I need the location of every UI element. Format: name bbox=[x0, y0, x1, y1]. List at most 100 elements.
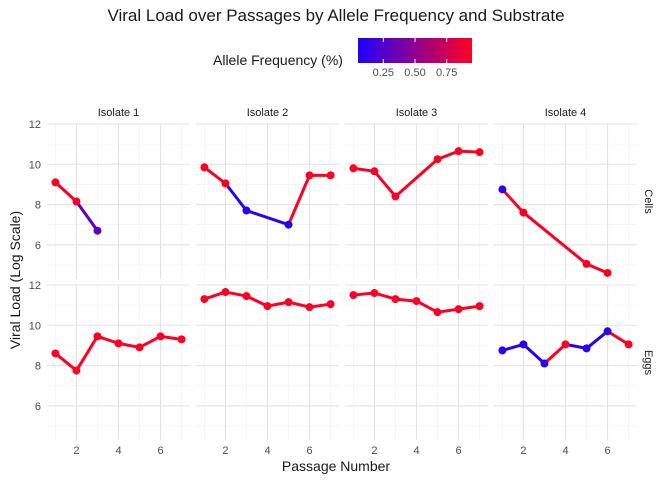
series-isolate-2-cells bbox=[200, 163, 335, 229]
data-point bbox=[284, 220, 293, 229]
data-point bbox=[519, 208, 528, 217]
facet-panels: Isolate 1 Isolate 2 Isolate 3 Isolate 4 Cell… bbox=[29, 107, 654, 457]
data-point bbox=[242, 206, 251, 215]
series-line-segment bbox=[74, 334, 99, 373]
legend-tick-label: 0.50 bbox=[404, 67, 425, 79]
series-isolate-3-eggs bbox=[349, 289, 484, 317]
data-point bbox=[305, 171, 314, 180]
x-tick-label: 6 bbox=[455, 445, 461, 457]
facet-panel: 6 8 10 12 bbox=[29, 119, 190, 279]
data-point bbox=[221, 288, 230, 297]
series-isolate-2-eggs bbox=[200, 288, 335, 312]
data-point bbox=[624, 340, 633, 349]
x-tick-label: 6 bbox=[604, 445, 610, 457]
series-isolate-4-eggs bbox=[498, 327, 633, 368]
y-tick-label: 6 bbox=[35, 240, 41, 252]
x-tick-label: 4 bbox=[562, 445, 568, 457]
series-line-segment bbox=[500, 187, 525, 215]
facet-strip-label: Isolate 3 bbox=[396, 107, 438, 119]
data-point bbox=[156, 332, 165, 341]
x-tick-label: 6 bbox=[157, 445, 163, 457]
data-point bbox=[433, 308, 442, 317]
data-point bbox=[263, 302, 272, 311]
facet-strip-label: Isolate 2 bbox=[247, 107, 289, 119]
facet-row-label: Eggs bbox=[642, 350, 654, 376]
data-point bbox=[51, 349, 60, 358]
series-line-segment bbox=[585, 329, 610, 350]
data-point bbox=[349, 291, 358, 300]
data-point bbox=[177, 335, 186, 344]
facet-panel bbox=[494, 123, 637, 279]
data-point bbox=[475, 148, 484, 157]
legend-title: Allele Frequency (%) bbox=[213, 52, 343, 68]
data-point bbox=[305, 303, 314, 312]
x-axis-label: Passage Number bbox=[281, 458, 391, 474]
data-point bbox=[284, 298, 293, 307]
data-point bbox=[475, 302, 484, 311]
data-point bbox=[391, 295, 400, 304]
series-isolate-4-cells bbox=[498, 185, 612, 277]
x-tick-label: 2 bbox=[73, 445, 79, 457]
y-tick-label: 8 bbox=[35, 361, 41, 373]
facet-row-label: Cells bbox=[642, 189, 654, 214]
data-point bbox=[561, 340, 570, 349]
series-line-segment bbox=[521, 211, 589, 266]
data-point bbox=[370, 289, 379, 298]
data-point bbox=[72, 197, 81, 206]
facet-panel: 2 4 6 bbox=[345, 284, 488, 457]
data-point bbox=[242, 292, 251, 301]
data-point bbox=[582, 344, 591, 353]
data-point bbox=[349, 164, 358, 173]
series-isolate-1-eggs bbox=[51, 332, 186, 375]
color-legend: 0.25 0.50 0.75 bbox=[358, 38, 472, 79]
data-point bbox=[498, 346, 507, 355]
data-point bbox=[221, 179, 230, 188]
facet-panel bbox=[196, 123, 339, 279]
legend-tick-label: 0.25 bbox=[373, 67, 394, 79]
x-tick-label: 2 bbox=[520, 445, 526, 457]
series-line-segment bbox=[223, 181, 248, 213]
series-line-segment bbox=[521, 342, 546, 366]
data-point bbox=[51, 178, 60, 187]
data-point bbox=[326, 300, 335, 309]
chart-title: Viral Load over Passages by Allele Frequ… bbox=[107, 6, 565, 25]
x-tick-label: 4 bbox=[115, 445, 121, 457]
data-point bbox=[454, 305, 463, 314]
series-line-segment bbox=[53, 351, 78, 373]
data-point bbox=[200, 295, 209, 304]
data-point bbox=[326, 171, 335, 180]
series-line-segment bbox=[53, 180, 78, 203]
data-point bbox=[603, 327, 612, 336]
series-line-segment bbox=[606, 329, 631, 346]
series-line-segment bbox=[202, 165, 227, 185]
x-tick-label: 4 bbox=[264, 445, 270, 457]
legend-tick-label: 0.75 bbox=[436, 67, 457, 79]
series-isolate-1-cells bbox=[51, 178, 102, 235]
data-point bbox=[412, 297, 421, 306]
data-point bbox=[603, 268, 612, 277]
x-tick-label: 4 bbox=[413, 445, 419, 457]
facet-strip-label: Isolate 1 bbox=[98, 107, 140, 119]
data-point bbox=[391, 192, 400, 201]
facet-strip-label: Isolate 4 bbox=[545, 107, 587, 119]
data-point bbox=[433, 155, 442, 164]
x-tick-label: 6 bbox=[306, 445, 312, 457]
y-tick-label: 12 bbox=[29, 119, 41, 131]
legend-colorbar bbox=[358, 38, 472, 63]
series-line-segment bbox=[393, 157, 440, 198]
data-point bbox=[93, 332, 102, 341]
data-point bbox=[135, 343, 144, 352]
facet-panel: 2 4 6 bbox=[196, 284, 339, 457]
series-line-segment bbox=[542, 342, 567, 366]
data-point bbox=[93, 226, 102, 235]
data-point bbox=[454, 147, 463, 156]
series-line-segment bbox=[74, 200, 99, 233]
facet-panel: 2 4 6 bbox=[494, 284, 637, 457]
data-point bbox=[582, 259, 591, 268]
data-point bbox=[200, 163, 209, 172]
data-point bbox=[72, 366, 81, 375]
series-line-segment bbox=[287, 173, 312, 227]
series-isolate-3-cells bbox=[349, 147, 484, 201]
x-tick-label: 2 bbox=[222, 445, 228, 457]
